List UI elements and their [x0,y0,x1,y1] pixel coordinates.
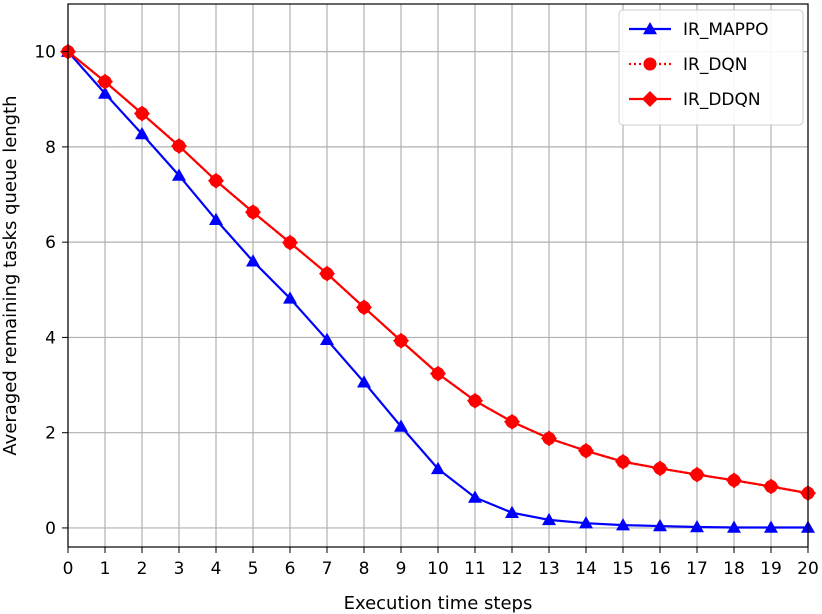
data-point-ir-mappo [653,519,667,532]
data-point-ir-mappo [542,512,556,526]
data-point-ir-mappo [283,291,297,304]
data-point-ir-ddqn [578,442,594,459]
data-point-ir-ddqn [504,413,520,430]
x-tick-label: 6 [285,559,296,579]
legend-box [618,9,804,126]
x-tick-label: 1 [100,559,111,579]
data-point-ir-mappo [357,375,371,388]
data-point-ir-mappo [246,254,260,267]
x-tick-label: 20 [797,559,819,579]
legend-marker-ir-dqn [643,57,657,71]
data-point-ir-mappo [579,516,593,529]
data-point-ir-mappo [394,419,408,432]
data-point-ir-ddqn [615,453,631,470]
data-point-ir-ddqn [726,472,742,489]
legend-label-ir-ddqn: IR_DDQN [683,90,761,110]
y-tick-label: 2 [45,424,56,444]
x-tick-label: 13 [538,559,560,579]
data-point-ir-ddqn [430,365,446,382]
data-point-ir-mappo [616,518,630,531]
x-tick-label: 3 [174,559,185,579]
data-point-ir-ddqn [282,234,298,251]
x-axis-label: Execution time steps [344,593,533,614]
data-point-ir-ddqn [393,332,409,349]
data-point-ir-mappo [209,212,223,226]
x-tick-label: 4 [211,559,222,579]
data-point-ir-ddqn [208,172,224,189]
data-point-ir-mappo [727,520,741,533]
data-point-ir-mappo [172,168,186,181]
data-point-ir-mappo [505,505,519,518]
x-tick-label: 10 [427,559,449,579]
legend: IR_MAPPO IR_DQN IR_DDQN [618,9,804,126]
x-tick-label: 8 [359,559,370,579]
data-point-ir-mappo [320,332,334,346]
x-tick-label: 2 [137,559,148,579]
x-tick-label: 15 [612,559,634,579]
data-point-ir-ddqn [541,430,557,447]
data-point-ir-ddqn [467,392,483,409]
data-point-ir-ddqn [689,466,705,483]
y-tick-label: 10 [34,43,56,63]
legend-marker-ir-mappo [643,22,657,35]
data-point-ir-mappo [431,461,445,475]
data-point-ir-mappo [468,490,482,503]
legend-label-ir-dqn: IR_DQN [683,55,748,75]
x-tick-label: 5 [248,559,259,579]
x-tick-label: 9 [396,559,407,579]
data-point-ir-ddqn [97,73,113,90]
data-point-ir-ddqn [134,105,150,122]
x-tick-label: 7 [322,559,333,579]
data-point-ir-mappo [135,127,149,140]
y-tick-label: 8 [45,138,56,158]
x-tick-label: 18 [723,559,745,579]
x-tick-label: 16 [649,559,671,579]
y-axis-label: Averaged remaining tasks queue length [0,95,21,455]
y-tick-label: 6 [45,233,56,253]
series-ir-ddqn [60,43,816,502]
x-tick-label: 11 [464,559,486,579]
x-tick-label: 14 [575,559,597,579]
data-point-ir-ddqn [652,460,668,477]
grid [67,4,809,547]
data-point-ir-mappo [98,86,112,99]
legend-marker-ir-ddqn [642,91,658,107]
data-point-ir-ddqn [356,299,372,316]
series-ir-mappo [61,44,815,533]
legend-label-ir-mappo: IR_MAPPO [683,20,769,40]
data-point-ir-ddqn [319,265,335,282]
series-layer [60,43,816,533]
x-tick-label: 17 [686,559,708,579]
data-point-ir-mappo [690,519,704,533]
y-tick-label: 4 [45,328,56,348]
x-tick-label: 12 [501,559,523,579]
x-tick-label: 19 [760,559,782,579]
y-tick-label: 0 [45,519,56,539]
x-tick-label: 0 [63,559,74,579]
data-point-ir-ddqn [171,137,187,154]
data-point-ir-mappo [764,520,778,533]
data-point-ir-ddqn [245,204,261,221]
data-point-ir-ddqn [763,478,779,495]
